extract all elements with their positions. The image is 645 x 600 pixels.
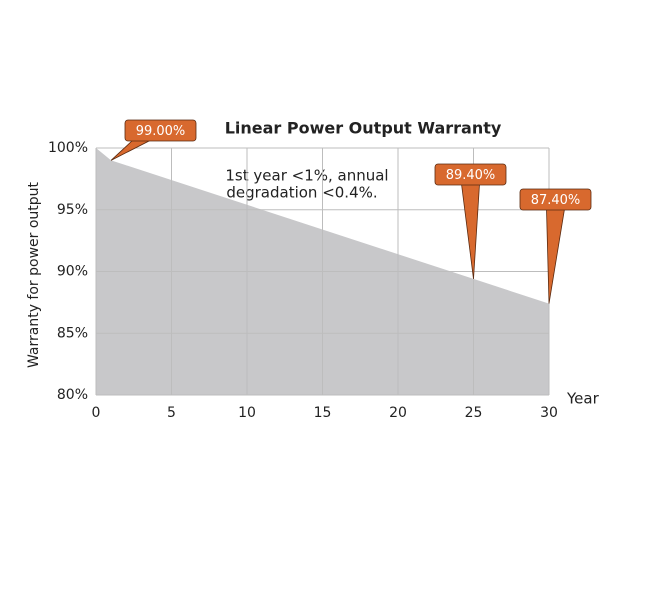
x-tick-label: 20 (389, 405, 407, 421)
annotation: 1st year <1%, annual (225, 167, 388, 185)
x-axis-label: Year (566, 390, 600, 408)
callout-box (519, 188, 592, 211)
x-tick-label: 0 (92, 405, 101, 421)
callout-box (434, 163, 507, 186)
chart-title: Linear Power Output Warranty (225, 119, 502, 138)
callout-pointer (110, 139, 152, 161)
callout-box (124, 119, 197, 142)
y-tick-label: 100% (48, 140, 88, 156)
callout-pointer (461, 183, 480, 279)
y-axis-label: Warranty for power output (26, 181, 42, 368)
x-tick-label: 15 (314, 405, 332, 421)
data-label: 89.40% (446, 168, 496, 183)
x-tick-label: 10 (238, 405, 256, 421)
data-label: 99.00% (136, 124, 186, 139)
annotation: degradation <0.4%. (226, 184, 377, 202)
data-label: 87.40% (531, 193, 581, 208)
y-tick-label: 80% (57, 387, 88, 403)
y-tick-label: 85% (57, 325, 88, 341)
x-tick-label: 25 (465, 405, 483, 421)
x-tick-label: 5 (167, 405, 176, 421)
y-tick-label: 95% (57, 202, 88, 218)
callout-pointer (546, 208, 565, 304)
x-tick-label: 30 (540, 405, 558, 421)
y-tick-label: 90% (57, 264, 88, 280)
